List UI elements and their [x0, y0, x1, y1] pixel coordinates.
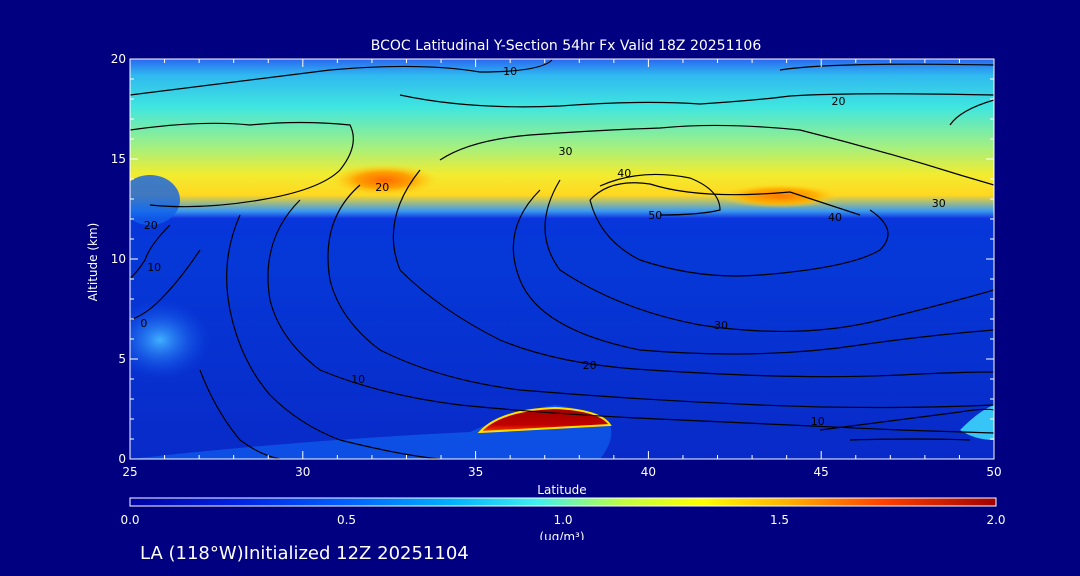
field-west-dip [130, 175, 180, 225]
field-east-surface-plume [960, 405, 994, 440]
contour-label: 30 [932, 197, 946, 210]
x-tick-label: 45 [814, 465, 829, 479]
x-axis-label: Latitude [537, 483, 586, 497]
contour-line [949, 99, 994, 126]
bcoc-cross-section-chart: BCOC Latitudinal Y-Section 54hr Fx Valid… [86, 38, 1006, 540]
contour-labels: 10 20 30 40 50 40 30 20 20 10 0 30 20 10 10 [140, 65, 945, 428]
contour-line [512, 189, 994, 355]
contour-line [226, 214, 441, 459]
x-tick-label: 30 [295, 465, 310, 479]
y-axis-ticks: 0 5 10 15 20 [111, 52, 994, 466]
chart-title: BCOC Latitudinal Y-Section 54hr Fx Valid… [371, 38, 762, 54]
field-upper-band [130, 59, 994, 219]
x-axis-ticks: 25 30 35 40 45 50 [122, 59, 1002, 479]
colorbar-tick-label: 0.0 [120, 513, 139, 527]
y-tick-label: 0 [118, 452, 126, 466]
contour-label: 0 [140, 317, 147, 330]
contour-label: 40 [617, 167, 631, 180]
contour-label: 20 [831, 95, 845, 108]
y-tick-label: 20 [111, 52, 126, 66]
y-tick-label: 5 [118, 352, 126, 366]
contour-line [819, 408, 994, 431]
contour-line [130, 249, 201, 321]
field-low-level-plume [130, 300, 210, 380]
contour-line [849, 438, 971, 441]
contour-label: 40 [828, 211, 842, 224]
y-tick-label: 10 [111, 252, 126, 266]
x-tick-label: 25 [122, 465, 137, 479]
contour-line [589, 199, 889, 277]
contour-line [130, 121, 354, 208]
y-tick-label: 15 [111, 152, 126, 166]
contour-line [589, 182, 861, 216]
contour-label: 10 [503, 65, 517, 78]
contour-line [199, 369, 281, 459]
contour-line [392, 169, 994, 378]
field-max-east [720, 184, 840, 208]
colorbar-tick-label: 1.5 [770, 513, 789, 527]
contour-line [130, 59, 553, 96]
contour-label: 10 [351, 373, 365, 386]
contour-label: 20 [144, 219, 158, 232]
colorbar-tick-label: 0.5 [337, 513, 356, 527]
contour-lines [130, 59, 994, 459]
x-tick-label: 50 [986, 465, 1001, 479]
contour-label: 10 [811, 415, 825, 428]
concentration-field [130, 59, 994, 459]
footer-info: LA (118°W)Initialized 12Z 20251104 [140, 543, 469, 564]
contour-line [327, 184, 994, 409]
contour-label: 30 [558, 145, 572, 158]
contour-label: 20 [583, 359, 597, 372]
field-surface-layer [130, 405, 612, 459]
y-axis-label: Altitude (km) [86, 223, 100, 302]
x-tick-label: 35 [468, 465, 483, 479]
contour-line [439, 124, 994, 186]
contour-line [599, 173, 721, 216]
colorbar-unit-label: (ug/m³) [539, 530, 584, 540]
colorbar [129, 497, 997, 507]
contour-label: 20 [375, 181, 389, 194]
contour-line [267, 199, 994, 434]
contour-line [779, 63, 994, 71]
contour-line [544, 179, 994, 333]
contour-label: 30 [714, 319, 728, 332]
contour-label: 10 [147, 261, 161, 274]
x-tick-label: 40 [641, 465, 656, 479]
colorbar-tick-label: 2.0 [986, 513, 1005, 527]
colorbar-ticks: 0.0 0.5 1.0 1.5 2.0 [120, 513, 1005, 527]
contour-line [130, 224, 171, 279]
colorbar-tick-label: 1.0 [553, 513, 572, 527]
contour-label: 50 [648, 209, 662, 222]
contour-line [399, 93, 994, 108]
